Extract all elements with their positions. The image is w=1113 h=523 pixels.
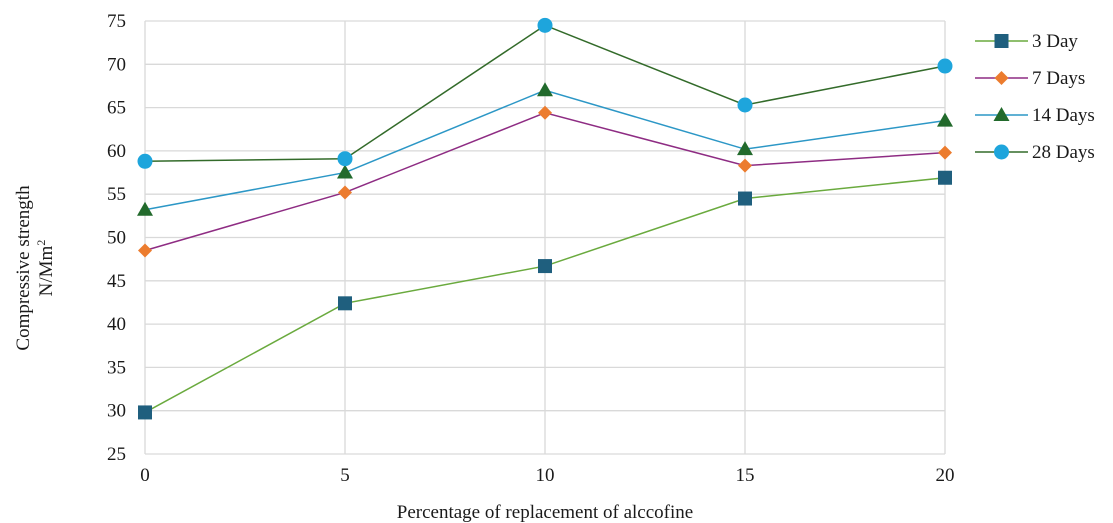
data-point-14-days [337, 164, 353, 179]
data-point-7-days [938, 145, 952, 160]
legend-item-7-days: 7 Days [975, 68, 1085, 89]
data-point-7-days [538, 105, 552, 120]
data-point-3-day [538, 259, 552, 274]
legend: 3 Day 7 Days 14 Days 28 Days [975, 31, 1095, 163]
data-point-28-days [137, 153, 153, 169]
legend-label: 14 Days [1032, 105, 1095, 126]
legend-marker [994, 144, 1009, 160]
data-point-14-days [737, 141, 753, 156]
y-tick-label: 70 [107, 54, 126, 75]
legend-label: 7 Days [1032, 68, 1085, 89]
data-point-3-day [738, 191, 752, 206]
x-axis-label: Percentage of replacement of alccofine [397, 502, 693, 523]
y-tick-label: 40 [107, 314, 126, 335]
data-point-28-days [537, 17, 553, 33]
legend-item-3-day: 3 Day [975, 31, 1078, 52]
data-point-14-days [137, 201, 153, 216]
x-tick-labels: 0 5 10 15 20 [140, 465, 954, 486]
x-tick-label: 15 [736, 465, 755, 486]
y-tick-label: 45 [107, 271, 126, 292]
y-tick-label: 35 [107, 357, 126, 378]
grid-lines [144, 20, 946, 455]
legend-item-28-days: 28 Days [975, 142, 1095, 163]
legend-label: 3 Day [1032, 31, 1078, 52]
y-tick-label: 50 [107, 228, 126, 249]
data-point-3-day [938, 170, 952, 185]
data-point-3-day [338, 296, 352, 311]
data-point-14-days [937, 112, 953, 127]
legend-marker [994, 71, 1009, 85]
data-point-7-days [738, 158, 752, 173]
y-tick-label: 60 [107, 141, 126, 162]
y-tick-label: 55 [107, 184, 126, 205]
y-tick-label: 75 [107, 11, 126, 32]
data-point-14-days [537, 82, 553, 97]
legend-label: 28 Days [1032, 142, 1095, 163]
y-axis-unit-superscript: 2 [34, 240, 48, 246]
legend-item-14-days: 14 Days [975, 105, 1095, 126]
x-tick-label: 0 [140, 465, 150, 486]
x-tick-label: 10 [536, 465, 555, 486]
y-axis-unit: N/Mm [36, 245, 57, 296]
data-point-28-days [937, 58, 953, 74]
legend-marker [994, 34, 1009, 48]
data-point-7-days [338, 185, 352, 200]
series-markers [137, 17, 953, 420]
data-point-28-days [337, 151, 353, 167]
y-tick-label: 65 [107, 98, 126, 119]
y-tick-label: 30 [107, 401, 126, 422]
data-point-3-day [138, 405, 152, 420]
y-axis-label-line1: Compressive strength [13, 185, 34, 351]
y-tick-labels: 25 30 35 40 45 50 55 60 65 70 75 [107, 11, 126, 465]
x-tick-label: 20 [936, 465, 955, 486]
data-point-7-days [138, 243, 152, 258]
y-axis-label-line2: N/Mm2 [34, 240, 57, 297]
data-point-28-days [737, 97, 753, 113]
legend-marker [993, 107, 1010, 121]
x-tick-label: 5 [340, 465, 350, 486]
y-tick-label: 25 [107, 444, 126, 465]
